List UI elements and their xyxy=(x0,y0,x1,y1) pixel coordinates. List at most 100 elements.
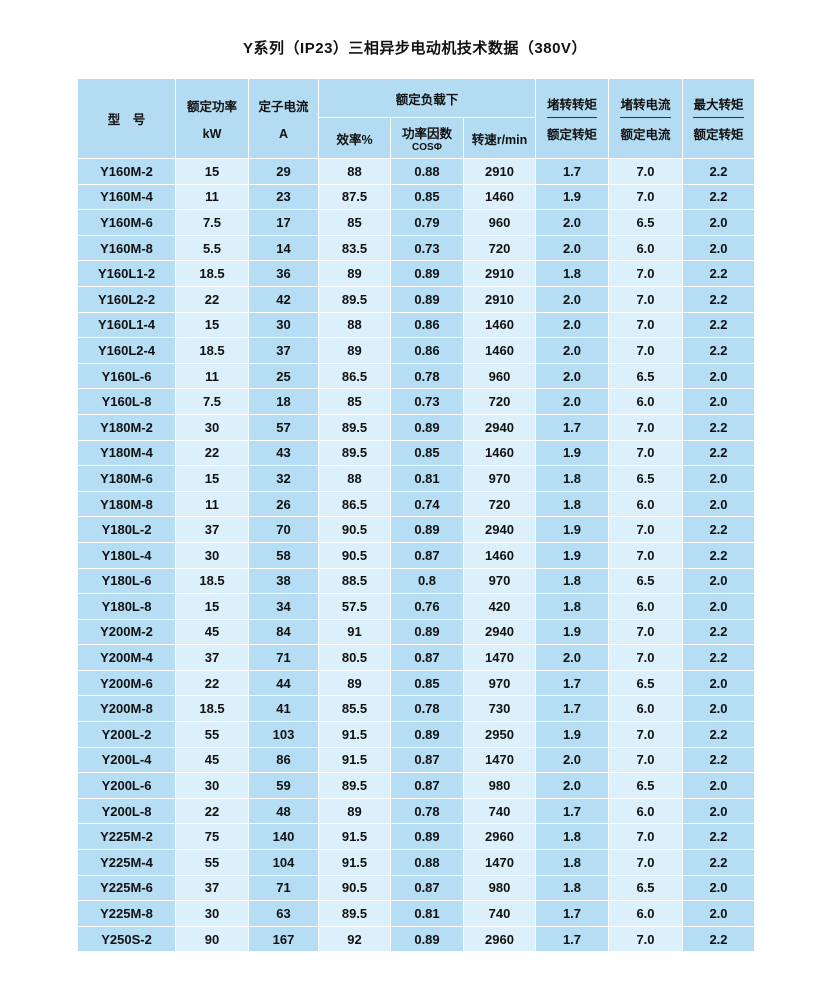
cell-power-factor: 0.89 xyxy=(390,285,464,313)
cell-power: 15 xyxy=(175,311,249,339)
cell-efficiency: 89.5 xyxy=(318,413,391,441)
cell-efficiency: 89.5 xyxy=(318,439,391,467)
table-row: Y180L-2 37 70 90.5 0.89 2940 1.9 7.0 2.2 xyxy=(77,516,755,543)
cell-stall-current: 6.5 xyxy=(608,567,683,595)
cell-max-torque: 2.2 xyxy=(682,721,755,748)
cell-stall-current: 7.0 xyxy=(608,439,683,467)
cell-stall-torque: 1.8 xyxy=(535,823,609,851)
table-row: Y200L-2 55 103 91.5 0.89 2950 1.9 7.0 2.2 xyxy=(77,721,755,748)
cell-power-factor: 0.81 xyxy=(390,465,464,492)
cell-model: Y160L2-2 xyxy=(77,285,176,313)
cell-model: Y160L-8 xyxy=(77,388,176,415)
document-title: Y系列（IP23）三相异步电动机技术数据（380V） xyxy=(243,40,587,57)
cell-max-torque: 2.0 xyxy=(682,772,755,799)
cell-current: 17 xyxy=(248,209,319,236)
cell-stall-torque: 1.9 xyxy=(535,721,609,748)
cell-model: Y180L-4 xyxy=(77,541,176,569)
cell-max-torque: 2.2 xyxy=(682,849,755,876)
cell-power: 22 xyxy=(175,439,249,467)
cell-power-factor: 0.89 xyxy=(390,618,464,646)
cell-efficiency: 89 xyxy=(318,337,391,364)
cell-current: 58 xyxy=(248,541,319,569)
cell-power-factor: 0.89 xyxy=(390,413,464,441)
cell-model: Y160L1-2 xyxy=(77,260,176,287)
cell-current: 84 xyxy=(248,618,319,646)
cell-current: 70 xyxy=(248,516,319,543)
cell-efficiency: 85 xyxy=(318,388,391,415)
cell-stall-current: 6.5 xyxy=(608,874,683,902)
table-row: Y200L-4 45 86 91.5 0.87 1470 2.0 7.0 2.2 xyxy=(77,746,755,774)
cell-speed: 2940 xyxy=(463,413,536,441)
cell-speed: 2910 xyxy=(463,285,536,313)
cell-power: 7.5 xyxy=(175,209,249,236)
cell-max-torque: 2.2 xyxy=(682,413,755,441)
cell-stall-torque: 2.0 xyxy=(535,388,609,415)
cell-stall-current: 7.0 xyxy=(608,823,683,851)
cell-power-factor: 0.89 xyxy=(390,925,464,953)
cell-speed: 1470 xyxy=(463,746,536,774)
cell-max-torque: 2.2 xyxy=(682,285,755,313)
table-row: Y160M-6 7.5 17 85 0.79 960 2.0 6.5 2.0 xyxy=(77,209,755,236)
cell-max-torque: 2.0 xyxy=(682,465,755,492)
cell-stall-torque: 1.7 xyxy=(535,413,609,441)
cell-current: 32 xyxy=(248,465,319,492)
cell-speed: 1460 xyxy=(463,183,536,211)
cell-stall-torque: 1.8 xyxy=(535,567,609,595)
cell-stall-current: 7.0 xyxy=(608,183,683,211)
cell-model: Y180L-2 xyxy=(77,516,176,543)
cell-speed: 960 xyxy=(463,209,536,236)
cell-stall-torque: 2.0 xyxy=(535,311,609,339)
table-row: Y225M-8 30 63 89.5 0.81 740 1.7 6.0 2.0 xyxy=(77,900,755,927)
cell-max-torque: 2.0 xyxy=(682,490,755,518)
cell-power: 55 xyxy=(175,721,249,748)
cell-efficiency: 88.5 xyxy=(318,567,391,595)
table-row: Y250S-2 90 167 92 0.89 2960 1.7 7.0 2.2 xyxy=(77,925,755,953)
cell-stall-torque: 1.7 xyxy=(535,925,609,953)
cell-speed: 980 xyxy=(463,772,536,799)
cell-model: Y160M-2 xyxy=(77,158,176,185)
table-row: Y200M-6 22 44 89 0.85 970 1.7 6.5 2.0 xyxy=(77,669,755,697)
cell-power: 30 xyxy=(175,541,249,569)
cell-stall-current: 6.5 xyxy=(608,669,683,697)
cell-current: 167 xyxy=(248,925,319,953)
cell-efficiency: 89 xyxy=(318,260,391,287)
cell-max-torque: 2.2 xyxy=(682,337,755,364)
cell-current: 48 xyxy=(248,797,319,825)
cell-current: 42 xyxy=(248,285,319,313)
cell-model: Y160L1-4 xyxy=(77,311,176,339)
header-efficiency: 效率% xyxy=(318,117,391,159)
cell-stall-current: 7.0 xyxy=(608,413,683,441)
header-stall-current-ratio: 堵转电流 额定电流 xyxy=(608,78,683,159)
cell-speed: 960 xyxy=(463,362,536,390)
cell-efficiency: 85.5 xyxy=(318,695,391,723)
cell-power: 15 xyxy=(175,593,249,620)
cell-stall-current: 7.0 xyxy=(608,925,683,953)
cell-stall-current: 7.0 xyxy=(608,158,683,185)
table-row: Y160L1-4 15 30 88 0.86 1460 2.0 7.0 2.2 xyxy=(77,311,755,339)
cell-power-factor: 0.73 xyxy=(390,388,464,415)
cell-model: Y200L-8 xyxy=(77,797,176,825)
cell-max-torque: 2.0 xyxy=(682,234,755,262)
cell-power-factor: 0.85 xyxy=(390,439,464,467)
cell-speed: 980 xyxy=(463,874,536,902)
header-power-factor-label: 功率因数 xyxy=(401,127,452,141)
header-power: 额定功率 kW xyxy=(175,78,249,159)
cell-stall-current: 6.0 xyxy=(608,388,683,415)
cell-efficiency: 90.5 xyxy=(318,516,391,543)
cell-max-torque: 2.2 xyxy=(682,183,755,211)
stall-torque-denominator: 额定转矩 xyxy=(546,128,597,142)
cell-stall-current: 7.0 xyxy=(608,260,683,287)
cell-power-factor: 0.74 xyxy=(390,490,464,518)
cell-stall-torque: 1.7 xyxy=(535,797,609,825)
cell-stall-torque: 1.8 xyxy=(535,260,609,287)
cell-current: 25 xyxy=(248,362,319,390)
cell-stall-torque: 1.9 xyxy=(535,618,609,646)
cell-stall-current: 6.0 xyxy=(608,234,683,262)
table-row: Y160L2-2 22 42 89.5 0.89 2910 2.0 7.0 2.2 xyxy=(77,285,755,313)
cell-power-factor: 0.89 xyxy=(390,721,464,748)
cell-efficiency: 89.5 xyxy=(318,285,391,313)
table-row: Y160L2-4 18.5 37 89 0.86 1460 2.0 7.0 2.2 xyxy=(77,337,755,364)
cell-power-factor: 0.88 xyxy=(390,849,464,876)
cell-current: 29 xyxy=(248,158,319,185)
header-power-factor: 功率因数 COSΦ xyxy=(390,117,464,159)
